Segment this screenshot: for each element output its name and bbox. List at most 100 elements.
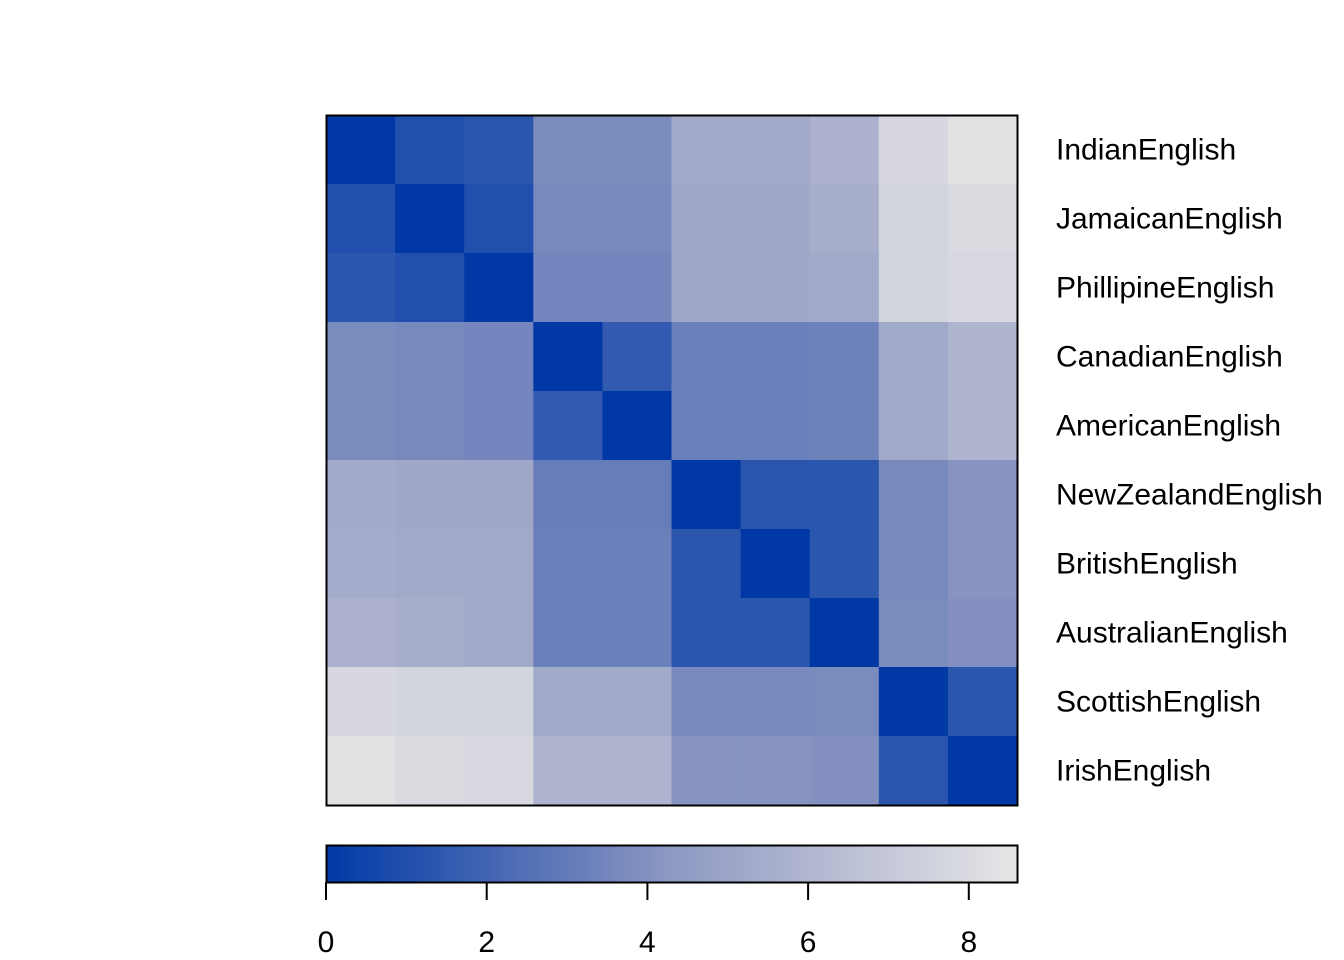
colorbar-tick-label: 0 [318,926,335,959]
heatmap-cell [809,115,880,185]
heatmap-cell [602,667,673,737]
heatmap-cell [809,184,880,254]
heatmap-cell [533,460,603,530]
heatmap-cell [464,391,534,461]
heatmap-cell [947,736,1018,806]
heatmap-cell [878,598,949,668]
heatmap-cell [740,184,811,254]
heatmap-cell [878,667,949,737]
heatmap-cell [602,598,673,668]
heatmap-cell [464,667,534,737]
heatmap-cell [395,115,465,185]
heatmap-cell [809,529,880,599]
heatmap-cell [395,253,465,323]
heatmap-cell [671,184,742,254]
row-label: IndianEnglish [1056,134,1236,167]
heatmap-cell [533,115,603,185]
heatmap-cell [809,667,880,737]
row-label: JamaicanEnglish [1056,203,1283,236]
heatmap-cell [878,184,949,254]
heatmap-cell [533,529,603,599]
heatmap-cell [809,253,880,323]
heatmap-cell [395,322,465,392]
heatmap-cell [326,598,396,668]
heatmap-cell [326,667,396,737]
heatmap-cell [326,184,396,254]
row-label: ScottishEnglish [1056,686,1261,719]
heatmap-cell [326,460,396,530]
heatmap-cell [602,322,673,392]
row-labels: IndianEnglish JamaicanEnglish PhillipineEn… [1056,134,1323,788]
heatmap-cell [602,529,673,599]
colorbar-ticks: 0 2 4 6 8 [318,882,977,959]
heatmap-cell [740,598,811,668]
heatmap-cell [326,115,396,185]
heatmap-cell [740,253,811,323]
heatmap-cell [602,115,673,185]
row-label: PhillipineEnglish [1056,272,1274,305]
heatmap-cell [464,529,534,599]
heatmap-cell [740,529,811,599]
heatmap-cell [809,391,880,461]
heatmap-cell [464,253,534,323]
colorbar-tick-label: 6 [800,926,817,959]
heatmap-cell [878,322,949,392]
row-label: CanadianEnglish [1056,341,1283,374]
heatmap-cell [464,115,534,185]
heatmap-cell [671,322,742,392]
heatmap-cell [740,115,811,185]
heatmap-cell [878,391,949,461]
heatmap-cell [395,529,465,599]
colorbar-tick-label: 8 [960,926,977,959]
heatmap-cell [809,460,880,530]
row-label: BritishEnglish [1056,548,1238,581]
heatmap-cell [740,736,811,806]
heatmap-cell [464,460,534,530]
heatmap-cell [395,460,465,530]
heatmap-cell [533,667,603,737]
heatmap-cell [464,184,534,254]
heatmap-cell [395,184,465,254]
heatmap-cell [878,253,949,323]
heatmap-cell [947,460,1018,530]
heatmap-cell [326,529,396,599]
heatmap-cell [947,391,1018,461]
heatmap-cell [740,391,811,461]
heatmap-cell [395,736,465,806]
heatmap-cell [671,460,742,530]
heatmap-cell [602,253,673,323]
heatmap-cell [533,322,603,392]
row-label: AmericanEnglish [1056,410,1281,443]
heatmap-cell [602,736,673,806]
heatmap-cell [671,115,742,185]
heatmap-cell [533,391,603,461]
colorbar-tick-label: 2 [478,926,495,959]
heatmap-cell [671,529,742,599]
heatmap-cell [809,598,880,668]
heatmap-cell [464,598,534,668]
heatmap-cell [878,736,949,806]
heatmap-cell [326,253,396,323]
heatmap-cell [740,667,811,737]
heatmap-cell [602,460,673,530]
heatmap-cell [809,736,880,806]
heatmap-cell [878,115,949,185]
heatmap-cell [671,391,742,461]
heatmap-cell [947,184,1018,254]
heatmap-cell [947,322,1018,392]
heatmap-cell [671,736,742,806]
heatmap-cell [395,667,465,737]
heatmap-cell [326,391,396,461]
colorbar [325,844,1019,884]
heatmap-cell [602,184,673,254]
heatmap-cell [671,598,742,668]
row-label: NewZealandEnglish [1056,479,1323,512]
heatmap-cell [464,736,534,806]
heatmap-cell [464,322,534,392]
heatmap-cell [395,598,465,668]
heatmap-cell [326,736,396,806]
heatmap-cell [533,184,603,254]
heatmap-cell [395,391,465,461]
heatmap-cell [671,253,742,323]
